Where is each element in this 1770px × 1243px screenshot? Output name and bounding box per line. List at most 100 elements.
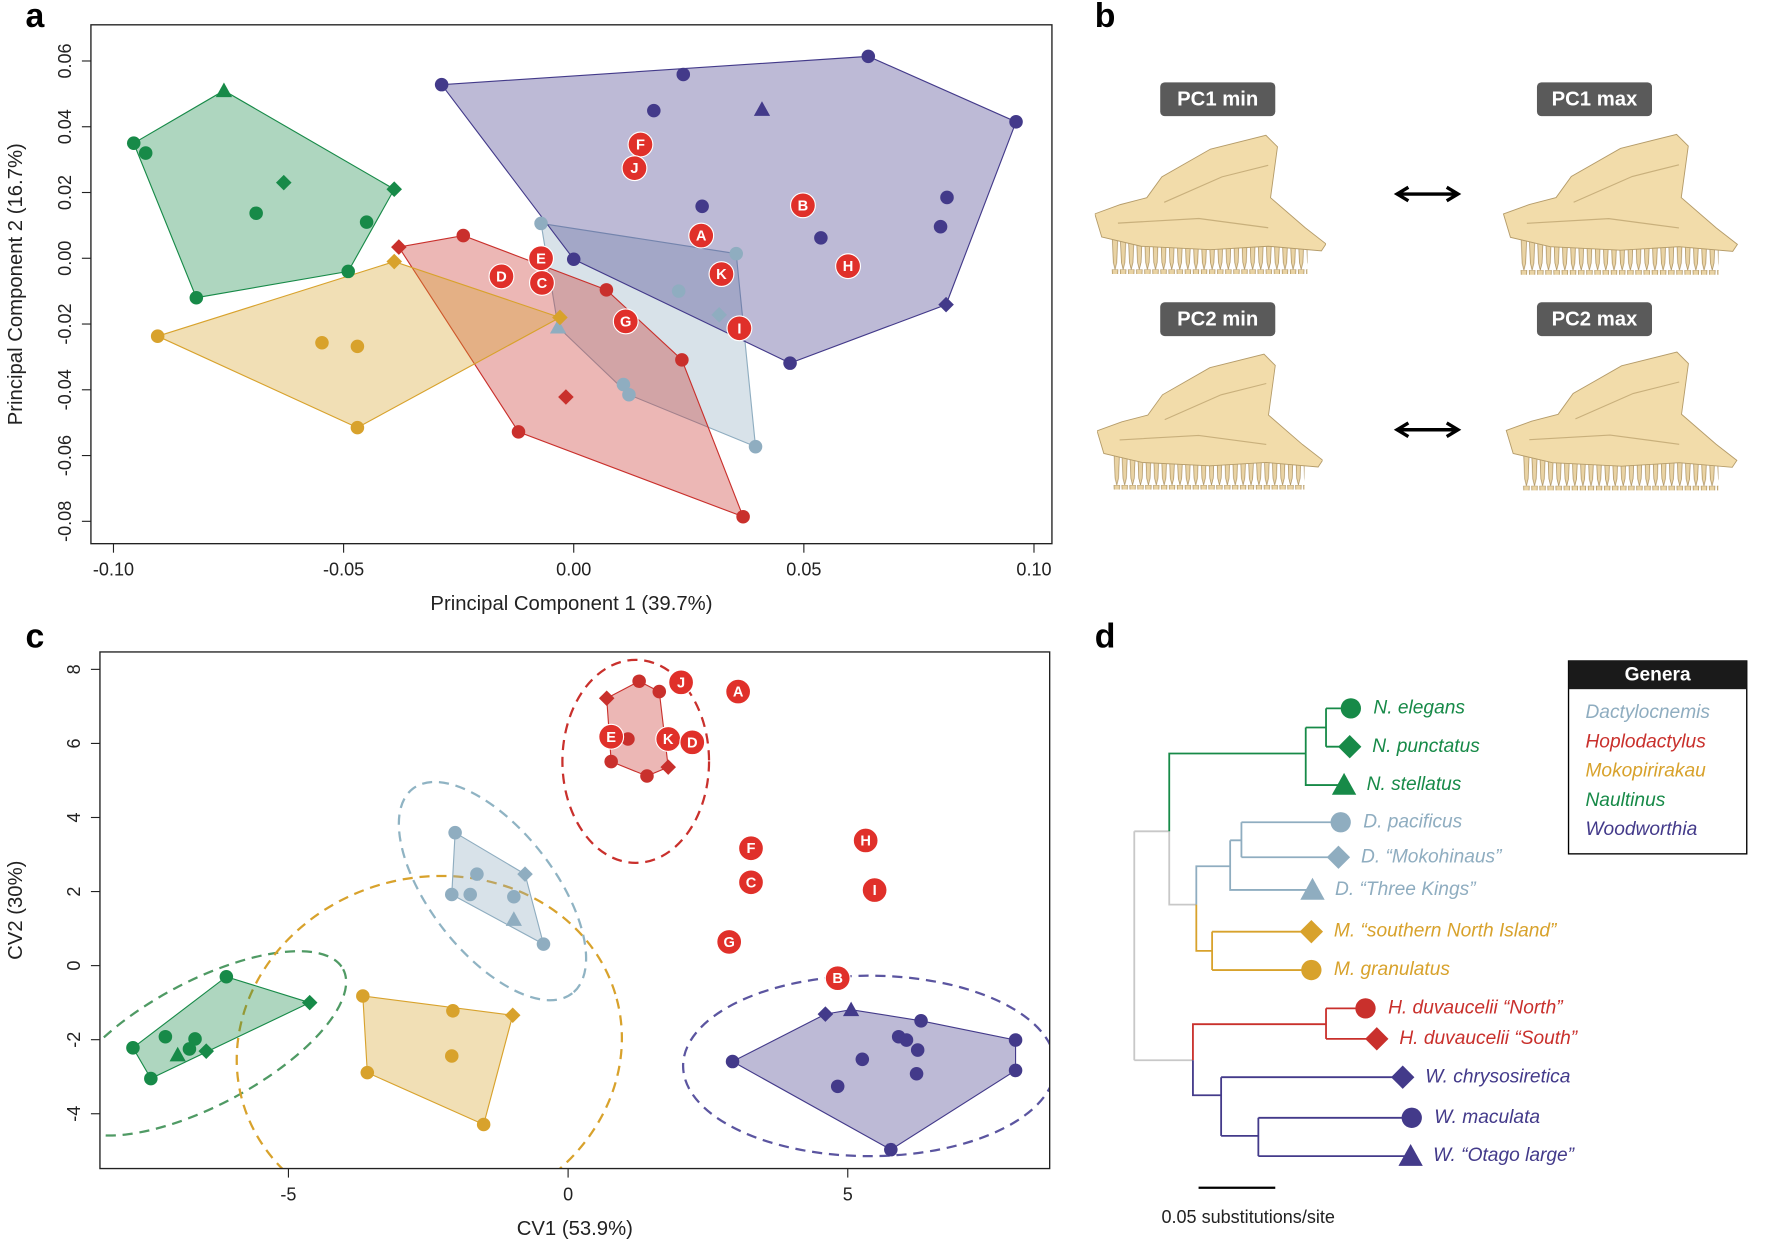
y-tick-label: 6	[64, 738, 84, 748]
point	[671, 284, 686, 298]
point	[830, 1079, 845, 1094]
labeled-point	[529, 269, 555, 296]
labeled-point	[725, 678, 752, 705]
point	[910, 1043, 925, 1057]
labeled-point	[668, 669, 695, 696]
point	[640, 769, 654, 783]
point	[126, 1041, 140, 1055]
point	[1008, 1033, 1023, 1047]
point	[861, 49, 876, 64]
point-label: D	[687, 735, 698, 751]
labeled-point	[738, 869, 764, 896]
point	[855, 1052, 870, 1067]
point-label: H	[843, 259, 854, 275]
tip-label: N. stellatus	[1367, 774, 1462, 795]
point	[448, 825, 462, 840]
point	[647, 103, 661, 118]
point	[511, 425, 526, 439]
shape-label: PC2 min	[1177, 309, 1258, 331]
tip-label: M. “southern North Island”	[1334, 921, 1558, 942]
branch	[1192, 1060, 1412, 1158]
y-tick-label: -4	[64, 1106, 84, 1122]
point-label: J	[630, 161, 638, 177]
tip-label: D. pacificus	[1363, 811, 1462, 832]
tip-label: W. “Otago large”	[1433, 1145, 1575, 1166]
tip-label: H. duvaucelii “North”	[1388, 997, 1564, 1018]
point	[150, 329, 165, 343]
point	[675, 353, 689, 367]
x-tick-label: 0.10	[1016, 560, 1051, 580]
labeled-point	[688, 222, 715, 249]
panel-b: PC1 min PC1 max PC2 min PC2 max	[1094, 82, 1739, 492]
branch	[1195, 821, 1341, 905]
point	[725, 1054, 740, 1069]
labeled-point	[726, 315, 753, 342]
legend-header	[1568, 660, 1747, 690]
point	[695, 199, 709, 214]
point	[359, 215, 374, 229]
y-tick-label: 0	[64, 961, 84, 971]
ellipse	[682, 974, 1050, 1158]
panel-label: d	[1095, 617, 1116, 655]
point	[182, 1042, 197, 1056]
x-tick-label: -0.05	[323, 560, 364, 580]
point	[899, 1033, 914, 1047]
point	[783, 356, 797, 370]
y-axis-title: Principal Component 2 (16.7%)	[5, 143, 27, 425]
labeled-point	[789, 192, 816, 219]
y-tick-label: -2	[64, 1032, 84, 1048]
point	[616, 377, 631, 392]
convex-hull	[731, 1009, 1017, 1151]
arrow	[1393, 421, 1462, 438]
tip-label: D. “Mokohinaus”	[1361, 846, 1503, 867]
point	[621, 732, 635, 746]
point	[507, 889, 521, 904]
label-box	[1160, 302, 1276, 337]
y-tick-label: -0.06	[55, 435, 75, 476]
tip-label: N. punctatus	[1372, 736, 1480, 757]
panel-label: c	[26, 617, 45, 655]
point-label: B	[798, 198, 809, 214]
branch	[1133, 830, 1197, 1062]
point	[444, 1049, 459, 1063]
skull	[1502, 133, 1739, 276]
y-tick-label: 0.00	[55, 241, 75, 276]
point	[652, 684, 667, 699]
point	[360, 1065, 375, 1080]
point	[933, 219, 948, 234]
tip-marker	[1365, 1027, 1389, 1051]
labeled-point	[835, 253, 862, 280]
point-label: E	[606, 730, 616, 746]
point-label: D	[496, 269, 507, 285]
y-axis-title: CV2 (30%)	[5, 861, 27, 960]
branch	[1192, 1007, 1377, 1061]
point	[622, 387, 636, 402]
legend-entry: Mokopirirakau	[1585, 761, 1706, 782]
point	[138, 146, 153, 160]
point	[434, 77, 449, 92]
arrow	[1393, 185, 1462, 203]
tip-label: W. chrysosiretica	[1425, 1066, 1570, 1087]
tip-marker	[1301, 959, 1322, 981]
label-box	[1536, 302, 1653, 337]
ellipse	[397, 780, 588, 1002]
point	[444, 887, 459, 902]
point-label: H	[860, 833, 871, 849]
tip-marker	[1326, 845, 1351, 869]
point	[189, 290, 204, 305]
ellipse	[235, 874, 624, 1169]
y-tick-label: 4	[64, 812, 84, 822]
x-tick-label: 0.00	[556, 560, 591, 580]
phylogeny: 0.05 substitutions/site Genera	[1133, 660, 1748, 1227]
legend-entry: Dactylocnemis	[1585, 702, 1710, 723]
convex-hull	[132, 976, 312, 1080]
labeled-point	[679, 729, 706, 756]
labeled-point	[852, 827, 879, 854]
branch	[1195, 904, 1312, 971]
point	[215, 82, 233, 98]
legend-entry: Hoplodactylus	[1585, 731, 1706, 752]
tip-marker	[1338, 735, 1362, 759]
convex-hull	[451, 831, 545, 946]
point-label: K	[663, 732, 674, 748]
